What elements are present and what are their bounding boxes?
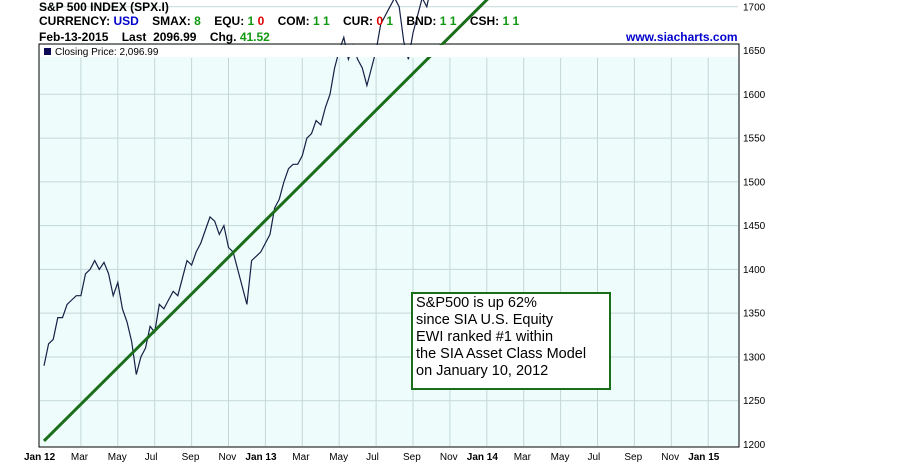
- annotation-line: on January 10, 2012: [416, 363, 549, 379]
- x-tick-label: Sep: [403, 452, 421, 463]
- csh-label: CSH:: [469, 14, 500, 28]
- x-tick-label: May: [329, 452, 348, 463]
- last-label: Last: [121, 30, 147, 44]
- change-value: 41.52: [239, 30, 270, 44]
- bnd-value-2: 1: [449, 14, 457, 28]
- x-tick-label: Nov: [661, 452, 679, 463]
- plot-area: [38, 43, 740, 448]
- y-tick-label: 1700: [743, 2, 766, 13]
- com-value-1: 1: [312, 14, 320, 28]
- y-tick-label: 1550: [743, 134, 766, 145]
- equ-label: EQU:: [214, 14, 245, 28]
- y-tick-label: 1400: [743, 265, 766, 276]
- x-tick-label: Jul: [366, 452, 379, 463]
- x-tick-label: Sep: [182, 452, 200, 463]
- legend-label: Closing Price: 2,096.99: [55, 47, 159, 58]
- cur-value-1: 0: [376, 14, 384, 28]
- com-label: COM:: [277, 14, 310, 28]
- y-tick-label: 1350: [743, 309, 766, 320]
- x-tick-label: Jan 15: [688, 452, 720, 463]
- header-price-row: Feb-13-2015 Last 2096.99 Chg. 41.52: [39, 30, 270, 44]
- last-value: 2096.99: [153, 30, 197, 44]
- cur-value-2: 1: [386, 14, 394, 28]
- x-tick-label: Nov: [440, 452, 458, 463]
- currency-value: USD: [113, 14, 139, 28]
- csh-value-2: 1: [512, 14, 520, 28]
- y-tick-label: 1250: [743, 396, 766, 407]
- com-value-2: 1: [322, 14, 330, 28]
- change-label: Chg.: [209, 30, 237, 44]
- x-tick-label: Nov: [219, 452, 237, 463]
- y-tick-label: 1450: [743, 221, 766, 232]
- y-axis-ticks: 1200 1250 1300 1350 1400 1450 1500 1550 1600 1650…: [743, 2, 766, 451]
- price-date: Feb-13-2015: [39, 30, 109, 44]
- trend-line: [42, 0, 489, 443]
- x-tick-label: Mar: [292, 452, 310, 463]
- y-tick-label: 1600: [743, 90, 766, 101]
- x-tick-label: Jan 13: [245, 452, 277, 463]
- annotation-line: S&P500 is up 62%: [416, 295, 537, 311]
- x-tick-label: Jan 14: [467, 452, 499, 463]
- cur-label: CUR:: [343, 14, 373, 28]
- currency-label: CURRENCY:: [39, 14, 111, 28]
- website-link[interactable]: www.siacharts.com: [626, 30, 738, 44]
- x-tick-label: May: [108, 452, 127, 463]
- smax-label: SMAX:: [152, 14, 191, 28]
- y-tick-label: 1200: [743, 440, 766, 451]
- header-status-row: CURRENCY: USD SMAX: 8 EQU: 1 0 COM: 1 1 …: [39, 14, 519, 28]
- x-tick-label: Mar: [71, 452, 89, 463]
- x-tick-label: Sep: [624, 452, 642, 463]
- smax-value: 8: [194, 14, 201, 28]
- bnd-label: BND:: [406, 14, 437, 28]
- annotation-box: S&P500 is up 62% since SIA U.S. Equity E…: [411, 292, 611, 390]
- y-tick-label: 1500: [743, 177, 766, 188]
- x-tick-label: Jul: [145, 452, 158, 463]
- annotation-line: EWI ranked #1 within: [416, 329, 554, 345]
- x-tick-label: Jan 12: [24, 452, 56, 463]
- annotation-line: since SIA U.S. Equity: [416, 312, 554, 328]
- annotation-line: the SIA Asset Class Model: [416, 346, 587, 362]
- price-series-line: [43, 0, 429, 375]
- x-axis-ticks: Jan 12 Mar May Jul Sep Nov Jan 13 Mar May Jul Sep N…: [24, 452, 720, 463]
- equ-value-2: 0: [257, 14, 265, 28]
- y-tick-label: 1300: [743, 352, 766, 363]
- x-tick-label: May: [551, 452, 570, 463]
- y-tick-label: 1650: [743, 46, 766, 57]
- x-tick-label: Mar: [514, 452, 532, 463]
- csh-value-1: 1: [502, 14, 510, 28]
- x-tick-label: Jul: [588, 452, 601, 463]
- legend-box: [40, 45, 738, 57]
- equ-value-1: 1: [247, 14, 255, 28]
- bnd-value-1: 1: [439, 14, 447, 28]
- chart-title: S&P 500 INDEX (SPX.I): [39, 0, 169, 14]
- legend-swatch: [44, 48, 51, 55]
